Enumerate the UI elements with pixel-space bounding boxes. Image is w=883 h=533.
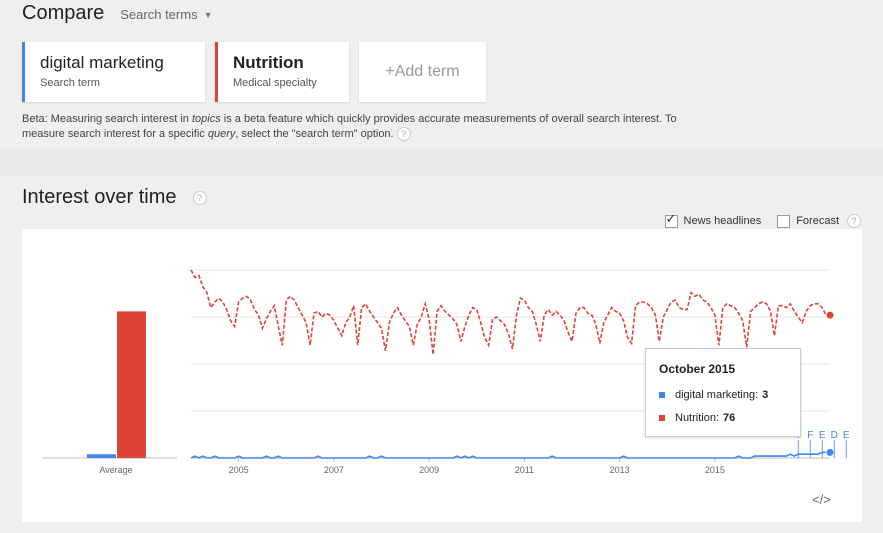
news-headlines-checkbox[interactable]: ✓ bbox=[664, 211, 678, 228]
beta-text: is a beta feature which quickly provides… bbox=[22, 113, 677, 140]
beta-emphasis: topics bbox=[191, 113, 221, 125]
series-swatch bbox=[659, 415, 665, 421]
beta-notice: Beta: Measuring search interest in topic… bbox=[22, 112, 702, 142]
term-label: Nutrition bbox=[233, 53, 304, 72]
tooltip-label: digital marketing: bbox=[675, 389, 759, 401]
series-line-nutrition bbox=[190, 269, 830, 355]
embed-code-button[interactable]: </> bbox=[812, 492, 831, 507]
forecast-option[interactable]: Forecast bbox=[777, 214, 839, 228]
series-line-digital-marketing bbox=[190, 451, 834, 459]
add-term-button[interactable]: +Add term bbox=[359, 42, 486, 102]
nutrition-end-marker bbox=[825, 310, 835, 320]
tooltip-row: digital marketing: 3 bbox=[659, 389, 787, 401]
term-type: Medical specialty bbox=[233, 77, 317, 89]
help-icon[interactable]: ? bbox=[396, 127, 411, 142]
term-card-nutrition[interactable]: Nutrition Medical specialty bbox=[215, 42, 349, 102]
series-swatch bbox=[659, 392, 665, 398]
chart-panel: Average200520072009201120132015IFEDE Oct… bbox=[22, 229, 862, 522]
digital-marketing-end-marker bbox=[825, 447, 835, 457]
average-label: Average bbox=[99, 465, 132, 475]
news-headlines-label: News headlines bbox=[683, 215, 762, 227]
search-terms-label: Search terms bbox=[120, 7, 198, 22]
term-color-stripe bbox=[215, 42, 218, 102]
beta-text: , select the "search term" option. bbox=[235, 128, 394, 140]
chart-tooltip: October 2015 digital marketing: 3 Nutriti… bbox=[645, 348, 801, 437]
x-tick-label: 2015 bbox=[705, 465, 725, 475]
average-bar-digital-marketing bbox=[87, 454, 116, 458]
news-marker-label: D bbox=[831, 430, 838, 441]
x-tick-label: 2013 bbox=[610, 465, 630, 475]
interest-over-time-heading: Interest over time ? bbox=[22, 186, 207, 209]
term-type: Search term bbox=[40, 77, 100, 89]
news-headlines-option[interactable]: ✓ News headlines bbox=[664, 211, 762, 228]
tooltip-label: Nutrition: bbox=[675, 412, 720, 424]
average-bar-nutrition bbox=[117, 311, 146, 458]
beta-text: Beta: Measuring search interest in bbox=[22, 113, 192, 125]
help-icon[interactable]: ? bbox=[192, 190, 207, 205]
x-tick-label: 2007 bbox=[324, 465, 344, 475]
x-tick-label: 2009 bbox=[419, 465, 439, 475]
section-divider bbox=[0, 148, 883, 176]
checkmark-icon: ✓ bbox=[665, 210, 677, 226]
news-marker-label: F bbox=[807, 430, 813, 441]
section-title: Interest over time bbox=[22, 186, 177, 208]
news-marker-label: E bbox=[843, 430, 850, 441]
tooltip-value: 76 bbox=[723, 412, 736, 424]
page-title: Compare bbox=[22, 2, 105, 24]
x-tick-label: 2005 bbox=[229, 465, 249, 475]
tooltip-value: 3 bbox=[762, 389, 769, 401]
forecast-checkbox[interactable] bbox=[777, 214, 791, 228]
news-marker-label: E bbox=[819, 430, 826, 441]
forecast-label: Forecast bbox=[796, 215, 839, 227]
chart-options: ✓ News headlines Forecast ? bbox=[649, 211, 861, 228]
term-color-stripe bbox=[22, 42, 25, 102]
help-icon[interactable]: ? bbox=[847, 214, 861, 228]
compare-header: Compare Search terms ▼ bbox=[22, 2, 213, 25]
caret-down-icon: ▼ bbox=[203, 9, 213, 20]
tooltip-title: October 2015 bbox=[659, 362, 736, 376]
x-tick-label: 2011 bbox=[515, 465, 534, 475]
search-terms-dropdown[interactable]: Search terms ▼ bbox=[120, 7, 212, 22]
tooltip-row: Nutrition: 76 bbox=[659, 412, 787, 424]
beta-emphasis: query bbox=[207, 128, 236, 140]
term-label: digital marketing bbox=[40, 53, 164, 72]
term-cards: digital marketing Search term Nutrition … bbox=[22, 42, 486, 102]
term-card-digital-marketing[interactable]: digital marketing Search term bbox=[22, 42, 205, 102]
